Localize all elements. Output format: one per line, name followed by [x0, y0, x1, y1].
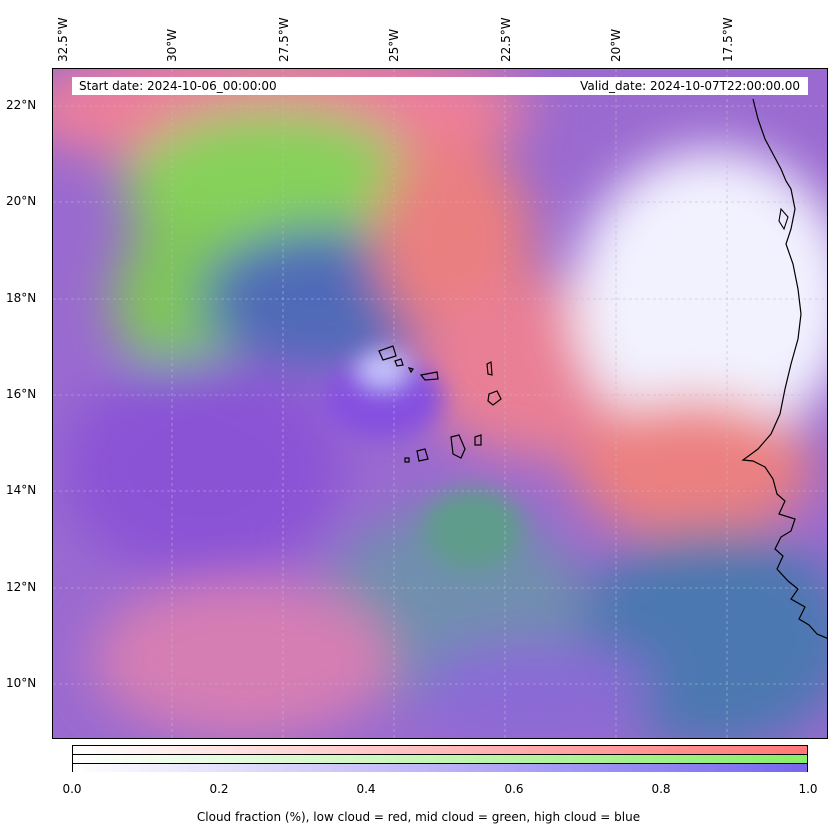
island-maio: [474, 434, 482, 446]
lon-label-27-5w: 27.5°W: [277, 17, 291, 62]
lat-label-12n: 12°N: [6, 580, 37, 594]
lat-label-18n: 18°N: [6, 291, 37, 305]
colorbar-tick-0-4: 0.4: [356, 782, 376, 796]
island-sao-nicolau: [419, 371, 439, 381]
low-cloud-south: [93, 579, 393, 738]
lon-label-17-5w: 17.5°W: [721, 17, 735, 62]
lon-label-30w: 30°W: [165, 28, 179, 62]
canary-island-edge: [778, 207, 789, 231]
island-santa-luzia: [407, 367, 414, 374]
start-date-text: Start date: 2024-10-06_00:00:00: [79, 79, 277, 93]
island-santo-antao: [378, 345, 397, 361]
green-patch-south: [423, 489, 523, 569]
date-info-bar: Start date: 2024-10-06_00:00:00 Valid_da…: [72, 77, 808, 95]
lon-label-32-5w: 32.5°W: [56, 17, 70, 62]
colorbar-tick-1-0: 1.0: [798, 782, 818, 796]
map-svg: [53, 69, 827, 738]
lat-label-14n: 14°N: [6, 483, 37, 497]
colorbar-tick-0-0: 0.0: [62, 782, 82, 796]
colorbar-low-band: [73, 746, 807, 755]
high-cloud-southwest: [63, 359, 343, 579]
colorbar-label: Cloud fraction (%), low cloud = red, mid…: [196, 810, 641, 824]
colorbar-mid-band: [73, 755, 807, 764]
lat-label-10n: 10°N: [6, 676, 37, 690]
purple-core-center: [323, 359, 443, 439]
island-sal: [486, 361, 493, 376]
lon-label-25w: 25°W: [387, 28, 401, 62]
white-patch-island: [358, 351, 408, 387]
island-sao-vicente: [394, 358, 404, 367]
clear-region-east: [573, 149, 827, 449]
island-boa-vista: [487, 390, 502, 406]
lon-label-20w: 20°W: [609, 28, 623, 62]
colorbar-tick-0-2: 0.2: [209, 782, 229, 796]
lat-label-22n: 22°N: [6, 98, 37, 112]
colorbar-high-band: [73, 764, 807, 772]
island-brava: [404, 457, 410, 463]
africa-coastline: [741, 98, 827, 639]
colorbar-tick-0-8: 0.8: [651, 782, 671, 796]
lon-label-22-5w: 22.5°W: [499, 17, 513, 62]
high-cloud-southcenter: [413, 639, 653, 738]
low-cloud-east: [573, 399, 813, 539]
lat-label-16n: 16°N: [6, 387, 37, 401]
island-fogo: [416, 448, 429, 462]
colorbar-tick-0-6: 0.6: [504, 782, 524, 796]
island-santiago: [450, 434, 466, 459]
cloud-fraction-map: [52, 68, 828, 739]
valid-date-text: Valid_date: 2024-10-07T22:00:00.00: [580, 79, 800, 93]
lat-label-20n: 20°N: [6, 194, 37, 208]
mid-cloud-west: [113, 219, 253, 379]
colorbar: [72, 745, 808, 772]
